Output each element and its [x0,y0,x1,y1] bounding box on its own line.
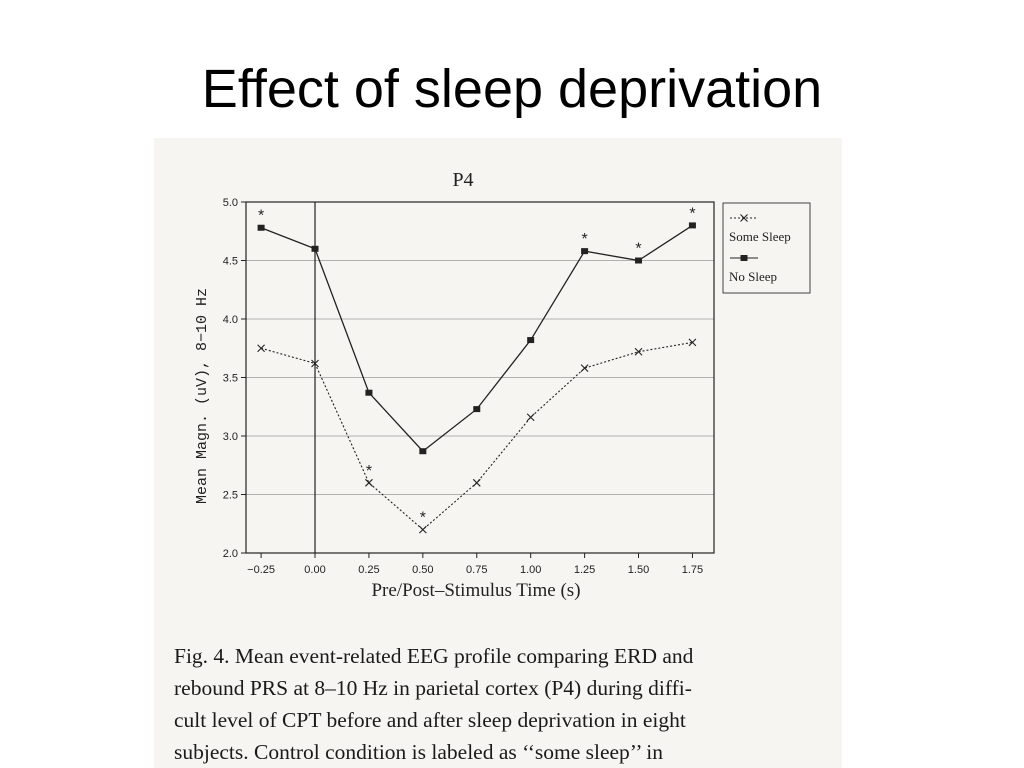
data-point-some-sleep [418,525,427,534]
x-tick-label: 1.50 [628,564,649,576]
x-tick-label: 0.25 [358,564,379,576]
slide-title: Effect of sleep deprivation [201,59,823,119]
significance-asterisk: * [366,463,372,480]
chart: 2.0 2.5 3.0 3.5 4.0 4.5 5.0 −0.25 0.00 0.25 0.50 0.… [194,169,811,601]
scanned-figure: 2.0 2.5 3.0 3.5 4.0 4.5 5.0 −0.25 0.00 0.25 0.50 0.… [154,138,842,768]
legend-label: Some Sleep [729,229,791,244]
grid-lines [246,260,714,495]
significance-asterisk: * [258,208,264,225]
data-point-some-sleep [580,364,589,373]
data-point-some-sleep [526,413,535,422]
x-axis-label: Pre/Post–Stimulus Time (s) [371,580,580,601]
significance-asterisk: * [689,205,695,222]
series-line-no-sleep [260,224,693,453]
y-axis-label: Mean Magn. (uV), 8−10 Hz [194,288,211,504]
significance-asterisk: * [635,241,641,258]
data-point-no-sleep [527,337,535,344]
legend-swatch-marker [740,255,748,261]
data-point-some-sleep [472,478,481,487]
annotations: * * * * * * [258,205,696,526]
data-point-no-sleep [365,389,373,396]
chart-title: P4 [452,169,473,191]
legend-box [722,202,811,294]
data-point-no-sleep [257,224,265,231]
data-point-some-sleep [257,344,265,353]
y-tick-label: 2.5 [223,490,238,502]
caption-line: subjects. Control condition is labeled a… [174,740,664,764]
data-point-no-sleep [581,248,589,255]
data-point-some-sleep [688,338,697,347]
x-tick-label: 1.25 [574,564,595,576]
data-point-some-sleep [311,359,319,368]
x-tick-label: −0.25 [247,564,275,576]
legend: Some Sleep No Sleep [722,202,811,294]
legend-label: No Sleep [729,269,777,284]
significance-asterisk: * [420,510,426,527]
series-some-sleep [257,338,697,534]
y-tick-label: 3.5 [223,373,238,385]
y-tick-label: 5.0 [223,197,238,209]
x-tick-label: 0.50 [412,564,433,576]
x-tick-label: 1.00 [520,564,541,576]
axis-ticks: 2.0 2.5 3.0 3.5 4.0 4.5 5.0 −0.25 0.00 0.25 0.50 0.… [223,197,703,576]
y-tick-label: 2.0 [223,548,238,560]
series-layer [257,222,697,534]
figure-caption: Fig. 4. Mean event-related EEG profile c… [174,640,834,768]
data-point-no-sleep [473,406,481,413]
y-tick-label: 4.5 [223,256,238,268]
legend-swatch-marker [740,214,748,222]
x-tick-label: 0.75 [466,564,487,576]
caption-line: cult level of CPT before and after sleep… [174,708,686,732]
x-tick-label: 1.75 [682,564,703,576]
significance-asterisk: * [581,231,587,248]
caption-line: Fig. 4. Mean event-related EEG profile c… [174,644,694,668]
data-point-no-sleep [419,448,427,455]
y-tick-label: 4.0 [223,314,238,326]
data-point-no-sleep [635,257,643,264]
data-point-some-sleep [365,478,373,487]
data-point-no-sleep [311,245,319,252]
legend-entries: Some Sleep No Sleep [729,214,791,284]
y-tick-label: 3.0 [223,431,238,443]
legend-entry-no-sleep: No Sleep [729,255,777,284]
series-no-sleep [257,222,696,455]
caption-line: rebound PRS at 8–10 Hz in parietal corte… [174,676,692,700]
x-tick-label: 0.00 [304,564,325,576]
data-point-no-sleep [688,222,696,229]
legend-entry-some-sleep: Some Sleep [729,214,791,244]
data-point-some-sleep [634,347,643,356]
